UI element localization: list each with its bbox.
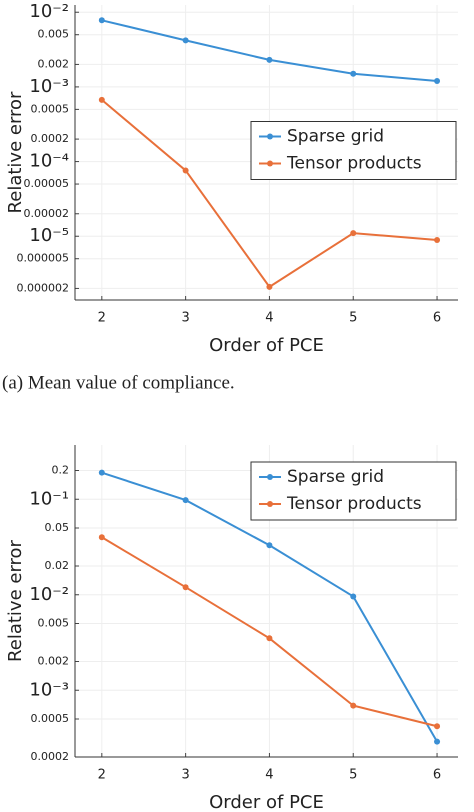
legend-box <box>250 461 457 521</box>
x-axis-label: Order of PCE <box>209 792 324 812</box>
point <box>350 70 357 77</box>
point <box>266 283 273 290</box>
legend-label: Tensor products <box>286 494 422 514</box>
point <box>434 723 441 730</box>
point <box>98 534 105 541</box>
y-tick-label: 10⁻⁴ <box>29 151 69 172</box>
legend-marker <box>267 474 273 480</box>
legend-marker <box>267 160 273 167</box>
legend-marker <box>267 133 273 140</box>
legend-label: Tensor products <box>286 154 422 174</box>
point <box>182 167 189 174</box>
y-tick-label: 0.00005 <box>24 177 70 190</box>
y-tick-label: 10⁻³ <box>29 76 69 97</box>
legend-marker <box>267 501 273 507</box>
point <box>182 497 189 504</box>
x-tick-label: 5 <box>349 768 357 783</box>
x-tick-label: 4 <box>265 311 273 326</box>
y-tick-label: 0.0002 <box>31 132 70 145</box>
y-tick-label: 10⁻² <box>29 584 69 605</box>
point <box>266 635 273 642</box>
x-tick-label: 6 <box>433 311 441 326</box>
point <box>266 542 273 549</box>
y-tick-label: 0.0002 <box>31 750 70 763</box>
y-tick-label: 0.000002 <box>17 281 70 294</box>
y-tick-label: 0.2 <box>52 464 70 477</box>
x-tick-label: 2 <box>98 311 106 326</box>
y-tick-label: 0.0005 <box>31 712 70 725</box>
y-axis-label: Relative error <box>5 91 26 213</box>
point <box>98 96 105 103</box>
x-tick-label: 3 <box>181 311 189 326</box>
y-tick-label: 0.002 <box>38 655 70 668</box>
point <box>350 593 357 600</box>
point <box>266 56 273 63</box>
point <box>434 77 441 84</box>
y-tick-label: 0.002 <box>38 57 70 70</box>
y-tick-label: 0.005 <box>38 617 70 630</box>
point <box>434 237 441 244</box>
point <box>434 738 441 745</box>
y-tick-label: 0.05 <box>45 521 70 534</box>
y-tick-label: 0.0005 <box>31 102 70 115</box>
point <box>182 37 189 44</box>
x-tick-label: 6 <box>433 768 441 783</box>
y-tick-label: 0.00002 <box>24 207 70 220</box>
point <box>350 230 357 237</box>
x-tick-label: 2 <box>98 768 106 783</box>
point <box>98 469 105 476</box>
x-tick-label: 5 <box>349 311 357 326</box>
point <box>182 584 189 591</box>
legend-label: Sparse grid <box>287 127 384 147</box>
y-axis-label: Relative error <box>5 539 26 661</box>
legend-label: Sparse grid <box>287 467 384 487</box>
y-tick-label: 0.005 <box>38 28 70 41</box>
y-tick-label: 0.000005 <box>17 252 70 265</box>
x-tick-label: 3 <box>181 768 189 783</box>
y-tick-label: 10⁻¹ <box>29 488 69 509</box>
legend-box <box>250 121 457 180</box>
point <box>350 702 357 709</box>
x-tick-label: 4 <box>265 768 273 783</box>
y-tick-label: 10⁻² <box>29 1 69 22</box>
point <box>98 17 105 24</box>
y-tick-label: 0.02 <box>45 559 70 572</box>
y-tick-label: 10⁻⁵ <box>29 225 69 246</box>
y-tick-label: 10⁻³ <box>29 679 69 700</box>
x-axis-label: Order of PCE <box>209 335 324 356</box>
caption: (a) Mean value of compliance. <box>2 372 235 393</box>
